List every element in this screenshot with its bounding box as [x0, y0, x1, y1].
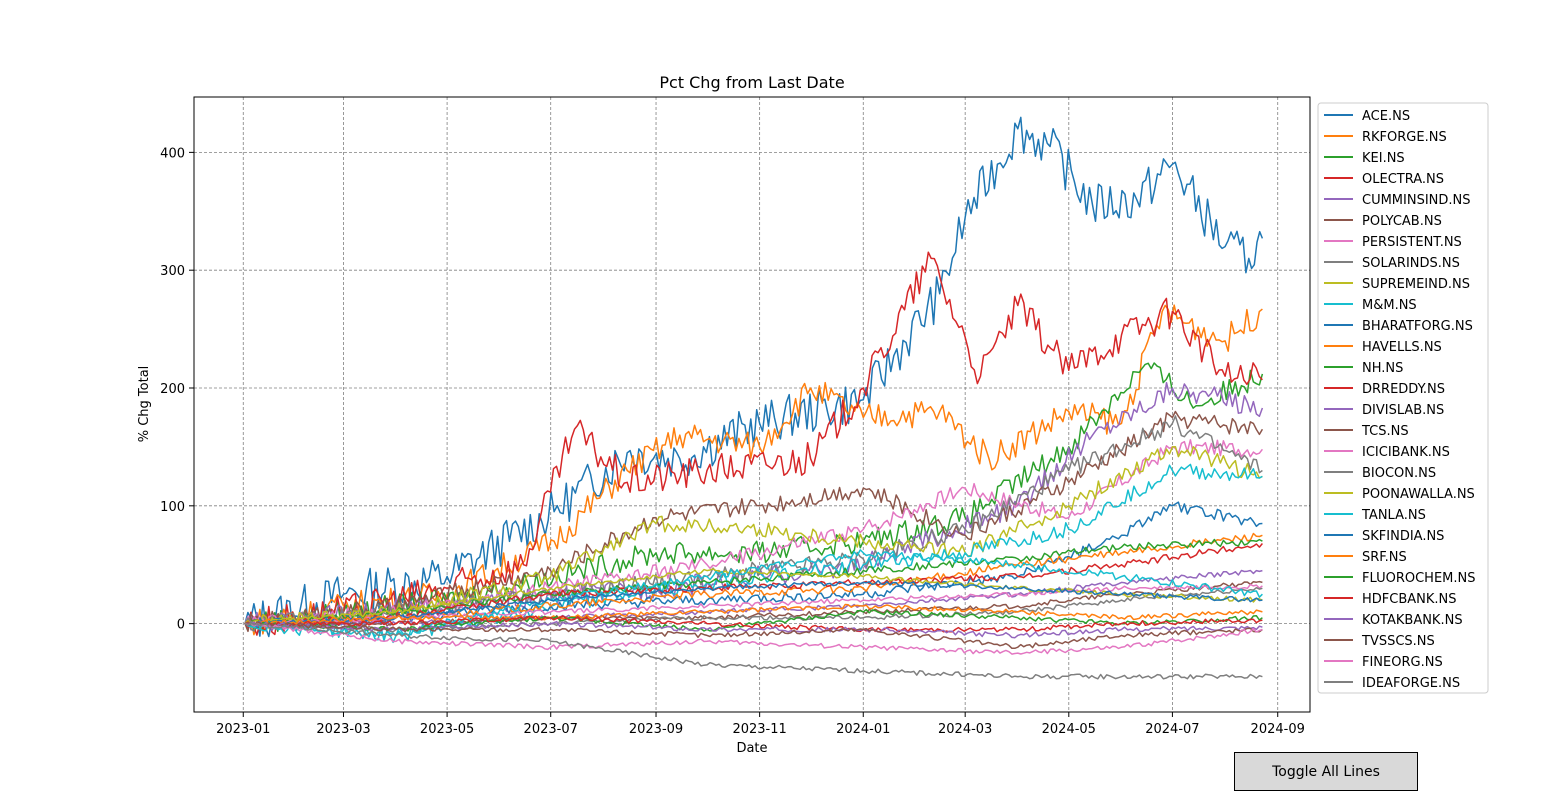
- legend-label: HAVELLS.NS: [1362, 340, 1442, 355]
- y-tick-label: 300: [160, 264, 185, 279]
- series-line-fineorg-ns: [244, 622, 1263, 655]
- x-tick-label: 2024-03: [938, 722, 992, 737]
- legend-label: KOTAKBANK.NS: [1362, 613, 1463, 628]
- series-line-kei-ns: [244, 362, 1264, 633]
- series-line-olectra-ns: [244, 251, 1263, 636]
- legend-label: RKFORGE.NS: [1362, 130, 1447, 145]
- x-tick-label: 2023-05: [420, 722, 474, 737]
- legend-label: IDEAFORGE.NS: [1362, 676, 1460, 691]
- legend-label: KEI.NS: [1362, 151, 1405, 166]
- plot-frame: [193, 96, 1311, 713]
- legend-label: FLUOROCHEM.NS: [1362, 571, 1475, 586]
- y-tick-label: 100: [160, 500, 185, 515]
- legend-label: SOLARINDS.NS: [1362, 256, 1460, 271]
- legend: ACE.NS RKFORGE.NS KEI.NS OLECTRA.NS CUMMINSI…: [1317, 102, 1489, 694]
- legend-label: DRREDDY.NS: [1362, 382, 1445, 397]
- y-axis-label: % Chg Total: [137, 366, 152, 443]
- legend-label: TVSSCS.NS: [1361, 634, 1435, 649]
- grid-layer: [194, 97, 1310, 712]
- legend-label: TCS.NS: [1361, 424, 1409, 439]
- x-tick-label: 2023-11: [732, 722, 786, 737]
- legend-label: SRF.NS: [1362, 550, 1407, 565]
- legend-box: [1317, 102, 1489, 694]
- legend-label: TANLA.NS: [1361, 508, 1426, 523]
- y-tick-label: 400: [160, 146, 185, 161]
- tick-layer: 2023-01 2023-03 2023-05 2023-07 2023-09 2023-…: [160, 146, 1305, 737]
- series-line-tvsscs-ns: [244, 621, 1263, 650]
- legend-label: ACE.NS: [1362, 109, 1410, 124]
- chart-title: Pct Chg from Last Date: [659, 73, 844, 92]
- legend-label: FINEORG.NS: [1362, 655, 1443, 670]
- series-line-fluorochem-ns: [244, 608, 1263, 632]
- series-line-polycab-ns: [244, 410, 1264, 633]
- legend-label: PERSISTENT.NS: [1362, 235, 1462, 250]
- series-line-nh-ns: [244, 538, 1263, 627]
- x-tick-label: 2024-01: [836, 722, 890, 737]
- x-tick-label: 2024-07: [1145, 722, 1199, 737]
- legend-label: BIOCON.NS: [1362, 466, 1436, 481]
- legend-label: BHARATFORG.NS: [1362, 319, 1473, 334]
- legend-label: OLECTRA.NS: [1362, 172, 1444, 187]
- x-tick-label: 2024-05: [1042, 722, 1096, 737]
- legend-label: HDFCBANK.NS: [1362, 592, 1457, 607]
- legend-label: SUPREMEIND.NS: [1362, 277, 1470, 292]
- legend-label: DIVISLAB.NS: [1362, 403, 1444, 418]
- y-tick-label: 0: [177, 618, 185, 633]
- toggle-all-lines-button[interactable]: Toggle All Lines: [1234, 752, 1418, 791]
- series-line-m-m-ns: [244, 463, 1263, 644]
- x-axis-label: Date: [736, 741, 767, 756]
- legend-label: POLYCAB.NS: [1362, 214, 1442, 229]
- x-tick-label: 2023-01: [216, 722, 270, 737]
- legend-label: M&M.NS: [1362, 298, 1417, 313]
- series-line-skfindia-ns: [244, 579, 1263, 627]
- legend-label: SKFINDIA.NS: [1362, 529, 1444, 544]
- series-layer: [244, 116, 1264, 680]
- legend-label: CUMMINSIND.NS: [1362, 193, 1471, 208]
- x-tick-label: 2023-07: [524, 722, 578, 737]
- legend-label: NH.NS: [1362, 361, 1403, 376]
- x-tick-label: 2023-03: [316, 722, 370, 737]
- series-line-hdfcbank-ns: [244, 615, 1263, 633]
- legend-label: ICICIBANK.NS: [1362, 445, 1450, 460]
- series-line-ideaforge-ns: [244, 621, 1263, 680]
- series-line-supremeind-ns: [244, 445, 1263, 630]
- y-tick-label: 200: [160, 382, 185, 397]
- legend-label: POONAWALLA.NS: [1362, 487, 1475, 502]
- series-line-srf-ns: [244, 603, 1263, 625]
- x-tick-label: 2023-09: [629, 722, 683, 737]
- x-tick-label: 2024-09: [1251, 722, 1305, 737]
- series-line-kotakbank-ns: [244, 620, 1263, 639]
